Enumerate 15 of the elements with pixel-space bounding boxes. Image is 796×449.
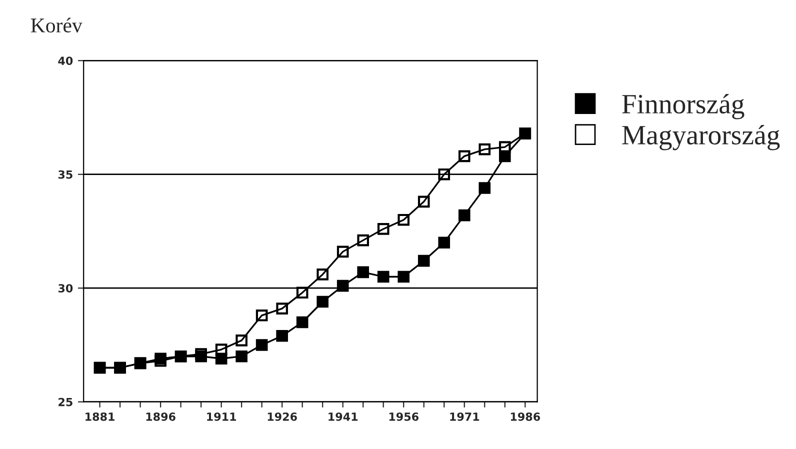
x-tick-label: 1911 [207,412,236,421]
y-axis-title: Korév [30,18,82,32]
legend-label: Magyarország [622,124,780,150]
x-tick-label: 1956 [389,412,418,421]
legend-label: Finnország [622,94,744,120]
y-tick-label: 35 [58,170,72,179]
x-tick-label: 1881 [86,412,114,421]
x-tick-label: 1971 [450,412,480,421]
y-tick-label: 25 [58,398,72,406]
x-tick-label: 1896 [146,412,176,421]
x-tick-label: 1986 [510,412,540,421]
y-tick-label: 30 [58,284,73,292]
x-tick-label: 1926 [268,412,297,421]
x-tick-label: 1941 [328,412,358,421]
y-tick-label: 40 [58,56,73,65]
